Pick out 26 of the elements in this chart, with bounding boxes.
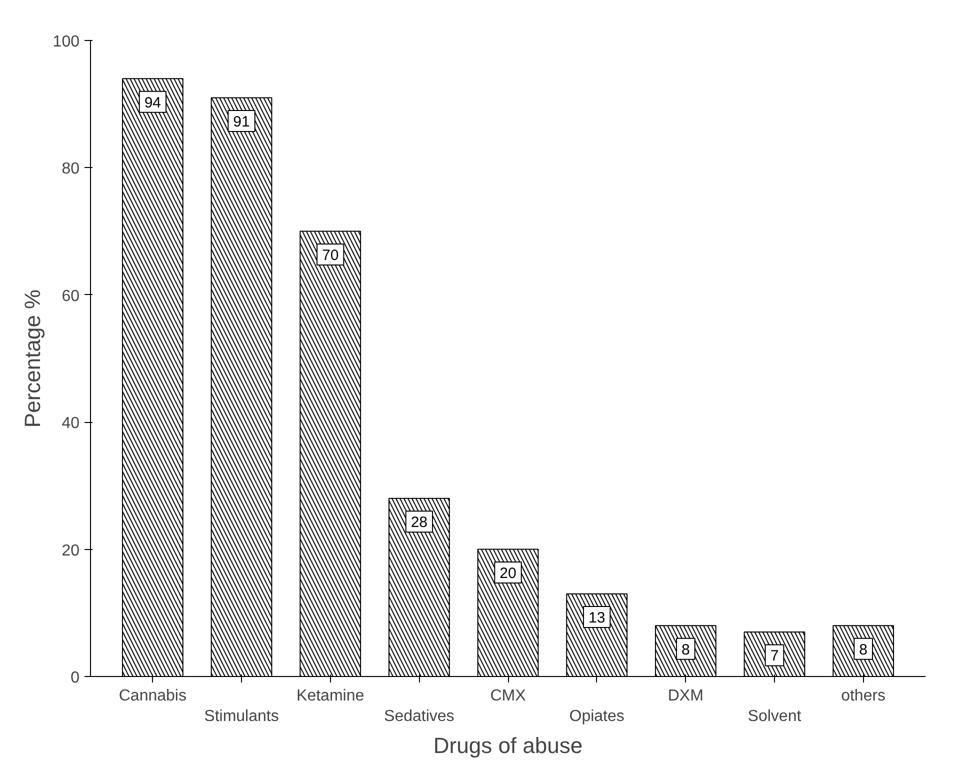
x-tick-label: Solvent (748, 708, 802, 725)
y-axis-title: Percentage % (20, 289, 45, 428)
data-label: 13 (588, 610, 606, 627)
x-tick-label: Stimulants (204, 708, 279, 725)
data-label: 28 (410, 514, 428, 532)
x-tick-label: Ketamine (296, 688, 364, 704)
data-label: 8 (681, 641, 690, 658)
data-label: 70 (322, 247, 339, 264)
data-label: 8 (859, 641, 868, 658)
data-label: 20 (500, 565, 516, 582)
y-tick-label: 80 (62, 160, 80, 178)
x-tick-label: Sedatives (384, 708, 454, 725)
x-tick-label: others (841, 688, 886, 704)
x-axis-title: Drugs of abuse (433, 732, 583, 758)
x-tick-label: DXM (668, 688, 704, 704)
y-tick-label: 20 (62, 542, 80, 560)
data-label: 94 (144, 94, 162, 112)
x-tick-label: CMX (490, 688, 526, 704)
y-tick-label: 60 (62, 288, 80, 305)
y-tick-label: 40 (62, 415, 80, 432)
y-tick-label: 100 (52, 34, 80, 50)
y-tick-label: 0 (70, 670, 80, 686)
data-label: 91 (233, 113, 250, 130)
x-tick-label: Cannabis (118, 688, 186, 704)
data-label: 7 (770, 648, 779, 665)
x-tick-label: Opiates (569, 708, 624, 725)
